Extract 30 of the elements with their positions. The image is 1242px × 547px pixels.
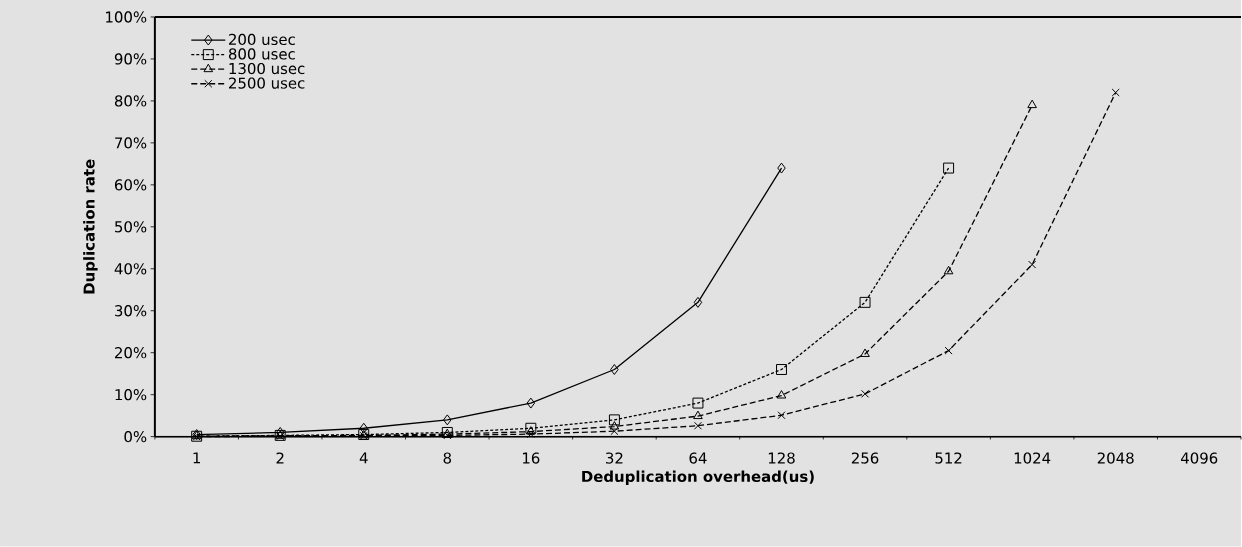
- y-tick-label: 50%: [115, 221, 147, 233]
- y-tick-label: 80%: [114, 95, 147, 107]
- x-tick-label: 4: [359, 452, 368, 464]
- x-tick-label: 4096: [1180, 452, 1218, 464]
- x-tick-label: 32: [606, 452, 623, 464]
- legend-label: 800 usec: [228, 48, 295, 60]
- x-tick-label: 1: [193, 452, 201, 464]
- y-tick-label: 90%: [114, 53, 147, 65]
- y-tick-label: 20%: [115, 347, 147, 359]
- legend-label: 1300 usec: [229, 63, 305, 75]
- x-tick-label: 16: [522, 452, 540, 464]
- legend-label: 200 usec: [229, 33, 295, 46]
- x-tick-label: 128: [768, 452, 795, 464]
- y-tick-label: 60%: [114, 179, 147, 191]
- y-tick-label: 30%: [115, 305, 147, 317]
- y-tick-label: 0%: [124, 431, 147, 443]
- legend-label: 2500 usec: [229, 77, 305, 89]
- x-tick-label: 64: [689, 452, 707, 464]
- x-tick-label: 1024: [1014, 452, 1051, 464]
- y-tick-label: 10%: [115, 389, 147, 401]
- y-axis-title: Duplication rate: [83, 159, 98, 294]
- x-tick-label: 512: [935, 452, 962, 464]
- y-tick-label: 100%: [106, 11, 147, 23]
- y-tick-label: 40%: [114, 263, 147, 275]
- x-tick-label: 256: [851, 452, 879, 464]
- x-tick-label: 8: [443, 452, 452, 464]
- x-tick-label: 2048: [1097, 452, 1134, 464]
- x-tick-label: 2: [276, 452, 284, 464]
- y-tick-label: 70%: [115, 137, 147, 149]
- x-axis-title: Deduplication overhead(us): [582, 470, 814, 486]
